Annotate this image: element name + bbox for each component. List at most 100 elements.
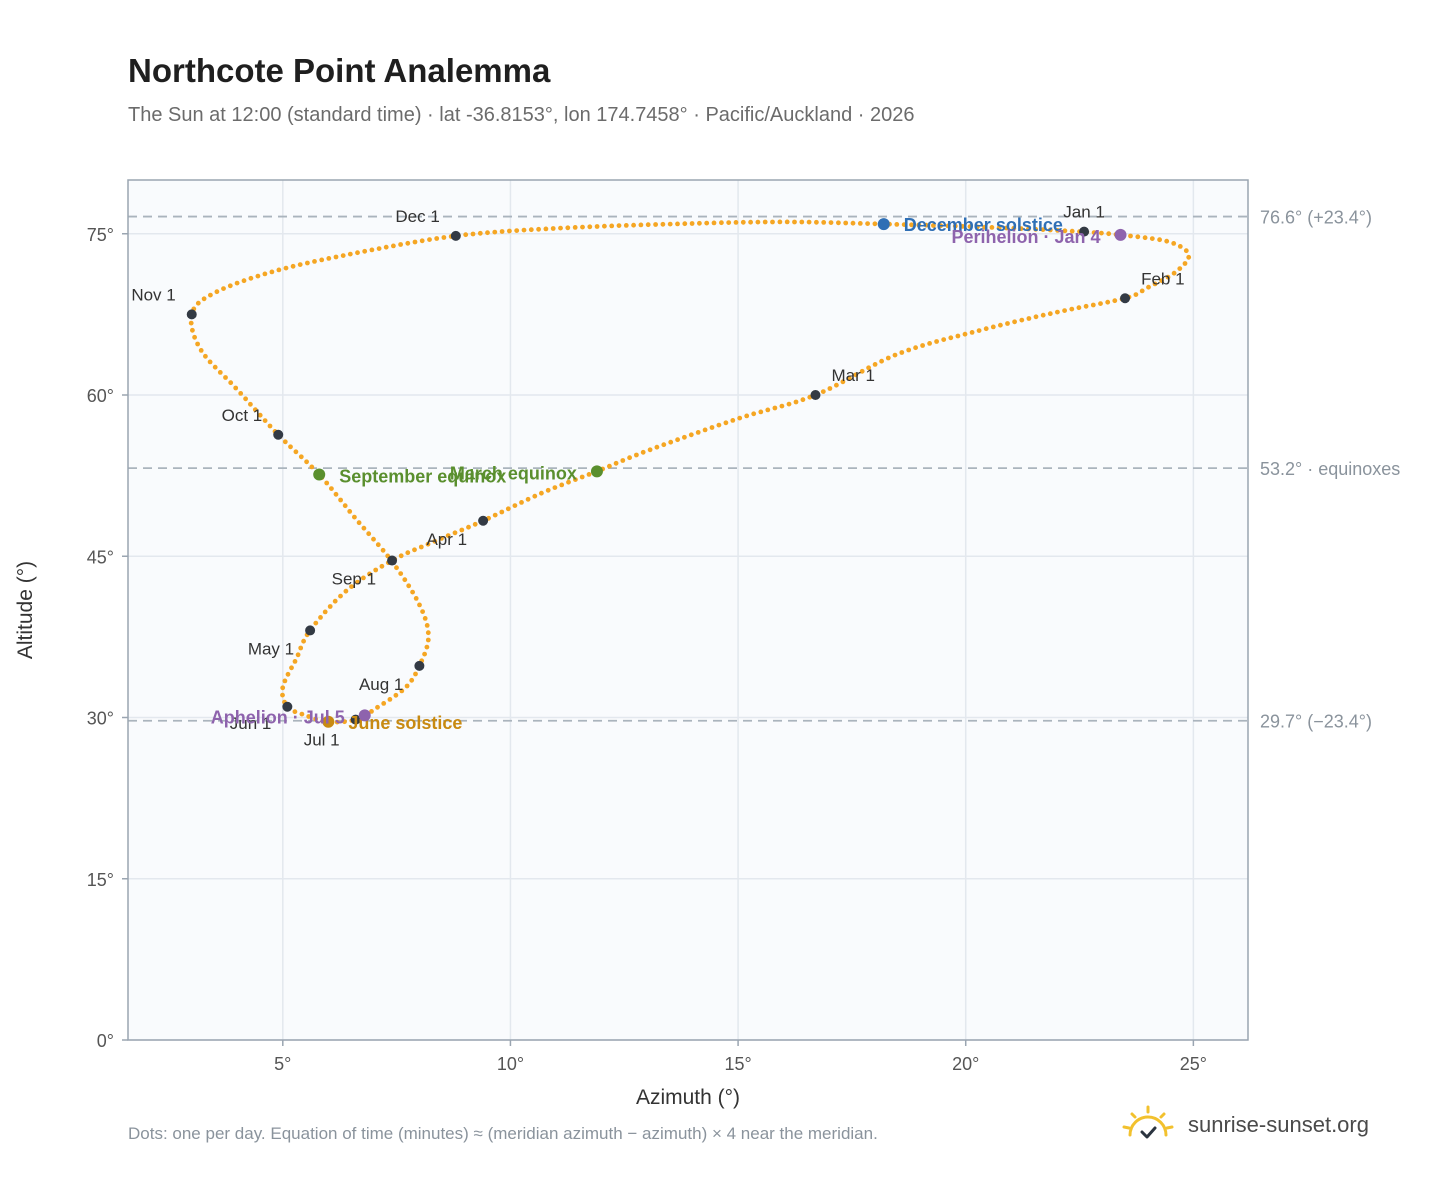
month-markers: Jan 1 Feb 1 Mar 1 Apr 1 May 1 Jun 1 Jul 1 Aug 1… — [131, 203, 1184, 750]
day-dot — [1171, 270, 1177, 276]
day-dot — [682, 221, 688, 227]
day-dot — [399, 688, 405, 694]
day-dot — [758, 409, 764, 415]
day-dot — [894, 222, 900, 227]
day-dot — [1076, 305, 1082, 311]
day-dot — [1152, 281, 1158, 287]
day-dot — [425, 637, 431, 643]
day-dot — [675, 221, 680, 227]
day-dot — [872, 362, 878, 367]
day-dot — [221, 286, 226, 291]
day-dot — [814, 219, 819, 225]
day-dot — [587, 224, 593, 230]
day-dot — [974, 224, 980, 230]
day-dot — [417, 602, 422, 608]
day-dot — [755, 219, 761, 225]
month-marker-label: Jun 1 — [230, 714, 272, 733]
day-dot — [298, 454, 304, 460]
day-dot — [948, 335, 954, 341]
event-marker-dot — [322, 715, 335, 728]
brand-name: sunrise-sunset.org — [1188, 1112, 1369, 1137]
day-dot — [857, 221, 863, 226]
day-dot — [305, 260, 310, 266]
month-marker-dot — [810, 390, 821, 400]
day-dot — [212, 364, 218, 370]
day-dot — [195, 341, 201, 347]
y-tick-label: 15° — [87, 870, 114, 890]
month-marker-label: Oct 1 — [222, 406, 263, 425]
day-dot — [1040, 227, 1046, 233]
axis-ticks: 5° 10° 15° 20° 25° 0° 15° 30° 45° 60° 75° — [87, 225, 1207, 1074]
day-dot — [834, 382, 839, 388]
day-dot — [1040, 312, 1046, 318]
day-dot — [1012, 319, 1017, 325]
day-dot — [412, 239, 418, 245]
day-dot — [772, 405, 778, 411]
day-dot — [737, 415, 743, 421]
reference-line-label: 53.2° · equinoxes — [1260, 459, 1400, 479]
day-dot — [931, 223, 936, 228]
day-dot — [380, 547, 386, 553]
day-dot — [332, 598, 338, 604]
day-dot — [413, 596, 419, 601]
month-marker-dot — [282, 701, 293, 712]
month-marker-label: May 1 — [248, 639, 294, 658]
day-dot — [1055, 228, 1060, 233]
day-dot — [1047, 227, 1053, 233]
day-dot — [594, 224, 600, 229]
day-dot — [361, 575, 366, 581]
event-marker-label: Perihelion · Jan 4 — [951, 227, 1100, 247]
day-dot — [689, 221, 695, 226]
event-marker-dot — [358, 709, 371, 722]
day-dot — [525, 496, 531, 502]
day-dot — [661, 442, 667, 448]
month-marker-label: Mar 1 — [831, 366, 874, 385]
day-dot — [241, 278, 247, 284]
day-dot — [990, 324, 996, 330]
day-dot — [355, 579, 360, 585]
day-dot — [371, 536, 376, 542]
day-dot — [347, 251, 353, 257]
day-dot — [292, 659, 298, 664]
day-dot — [326, 256, 332, 261]
day-dot — [290, 263, 296, 269]
day-dot — [214, 289, 220, 295]
day-dot — [827, 386, 833, 391]
day-dot — [901, 222, 907, 228]
day-dot — [366, 531, 372, 537]
reference-line-label: 76.6° (+23.4°) — [1260, 208, 1372, 228]
event-marker-label: Aphelion · Jul 5 — [211, 707, 345, 727]
day-dot — [723, 420, 729, 426]
day-dot — [1182, 261, 1188, 266]
day-dot — [425, 541, 431, 547]
day-dot — [1062, 228, 1068, 234]
day-dot — [505, 506, 511, 512]
day-dot — [324, 480, 330, 486]
day-dot — [292, 709, 298, 715]
day-dot — [439, 536, 444, 541]
day-dot — [198, 348, 204, 353]
x-axis-title: Azimuth (°) — [636, 1086, 740, 1109]
day-dot — [740, 219, 746, 225]
day-dot — [744, 413, 750, 419]
day-dot — [422, 651, 427, 657]
day-dot — [1055, 309, 1060, 315]
day-dot — [512, 503, 518, 508]
day-dot — [318, 615, 323, 620]
day-dot — [355, 250, 360, 256]
day-dot — [840, 379, 846, 385]
day-dot — [419, 238, 425, 244]
brand[interactable]: sunrise-sunset.org — [1120, 1100, 1369, 1150]
day-dot — [1177, 244, 1183, 249]
day-dot — [343, 588, 349, 594]
day-dot — [507, 228, 512, 234]
day-dot — [243, 396, 249, 402]
day-dot — [267, 423, 273, 429]
day-dot — [257, 412, 263, 418]
day-dot — [962, 331, 968, 337]
day-dot — [976, 328, 982, 333]
day-dot — [519, 500, 524, 505]
day-dot — [227, 283, 233, 289]
day-dot — [631, 222, 636, 228]
month-marker-dot — [478, 515, 489, 526]
